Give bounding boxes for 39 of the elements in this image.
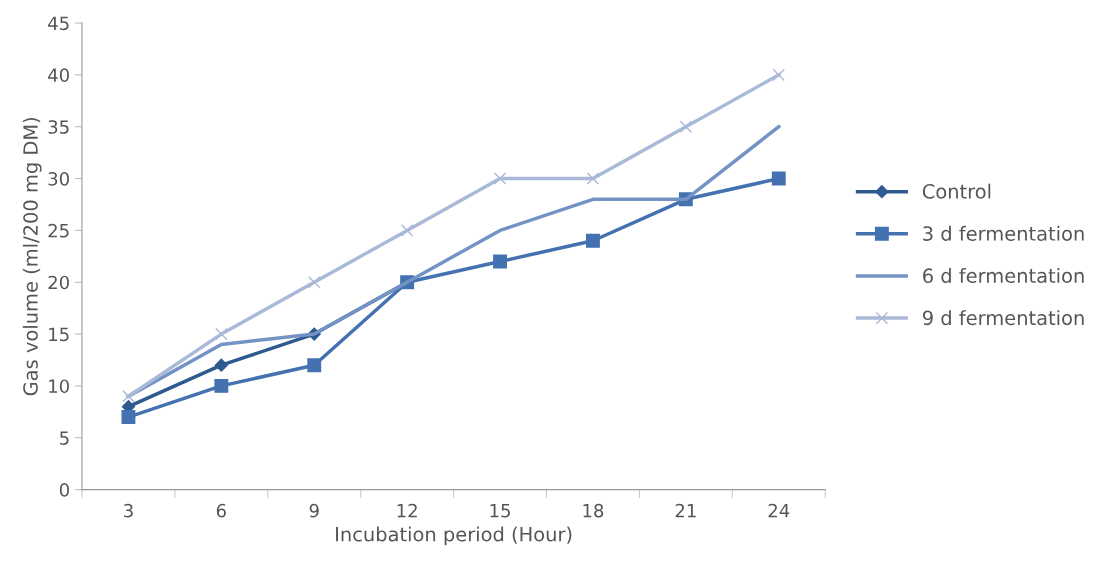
point bbox=[586, 233, 600, 248]
point bbox=[307, 275, 321, 289]
x-tick-label: 9 bbox=[309, 503, 319, 518]
x-tick-label: 18 bbox=[583, 503, 604, 518]
y-tick-label: 20 bbox=[48, 275, 69, 290]
point bbox=[214, 358, 228, 372]
x-tick-label: 24 bbox=[768, 503, 790, 518]
legend-label: 6 d fermentation bbox=[923, 267, 1084, 284]
x-tick-label: 12 bbox=[397, 503, 417, 518]
point bbox=[307, 358, 322, 373]
legend-label: 3 d fermentation bbox=[923, 225, 1084, 241]
y-axis-title: Gas volume (ml/200 mg DM) bbox=[22, 117, 42, 396]
point bbox=[215, 327, 228, 341]
point bbox=[122, 390, 135, 403]
y-tick-label: 45 bbox=[48, 16, 69, 31]
x-tick-label: 6 bbox=[216, 503, 226, 518]
point bbox=[493, 172, 507, 185]
y-tick-label: 10 bbox=[49, 379, 69, 394]
y-tick-label: 25 bbox=[48, 223, 69, 238]
y-tick-label: 15 bbox=[49, 327, 69, 342]
point bbox=[121, 410, 136, 424]
point bbox=[214, 378, 229, 393]
point bbox=[493, 254, 507, 269]
x-tick-label: 3 bbox=[124, 503, 133, 518]
point bbox=[772, 68, 786, 82]
legend-label: 9 d fermentation bbox=[922, 310, 1084, 326]
legend-label: Control bbox=[922, 183, 991, 199]
x-axis-title: Incubation period (Hour) bbox=[336, 526, 572, 546]
x-tick-label: 15 bbox=[490, 504, 510, 518]
point bbox=[771, 171, 786, 186]
y-tick-label: 35 bbox=[48, 120, 69, 134]
point bbox=[679, 120, 693, 133]
y-tick-label: 40 bbox=[48, 68, 69, 82]
y-tick-label: 30 bbox=[48, 172, 69, 186]
y-tick-label: 5 bbox=[60, 431, 69, 445]
point bbox=[400, 224, 414, 237]
x-tick-label: 21 bbox=[675, 503, 696, 518]
y-tick-label: 0 bbox=[59, 483, 69, 497]
point bbox=[586, 172, 600, 185]
